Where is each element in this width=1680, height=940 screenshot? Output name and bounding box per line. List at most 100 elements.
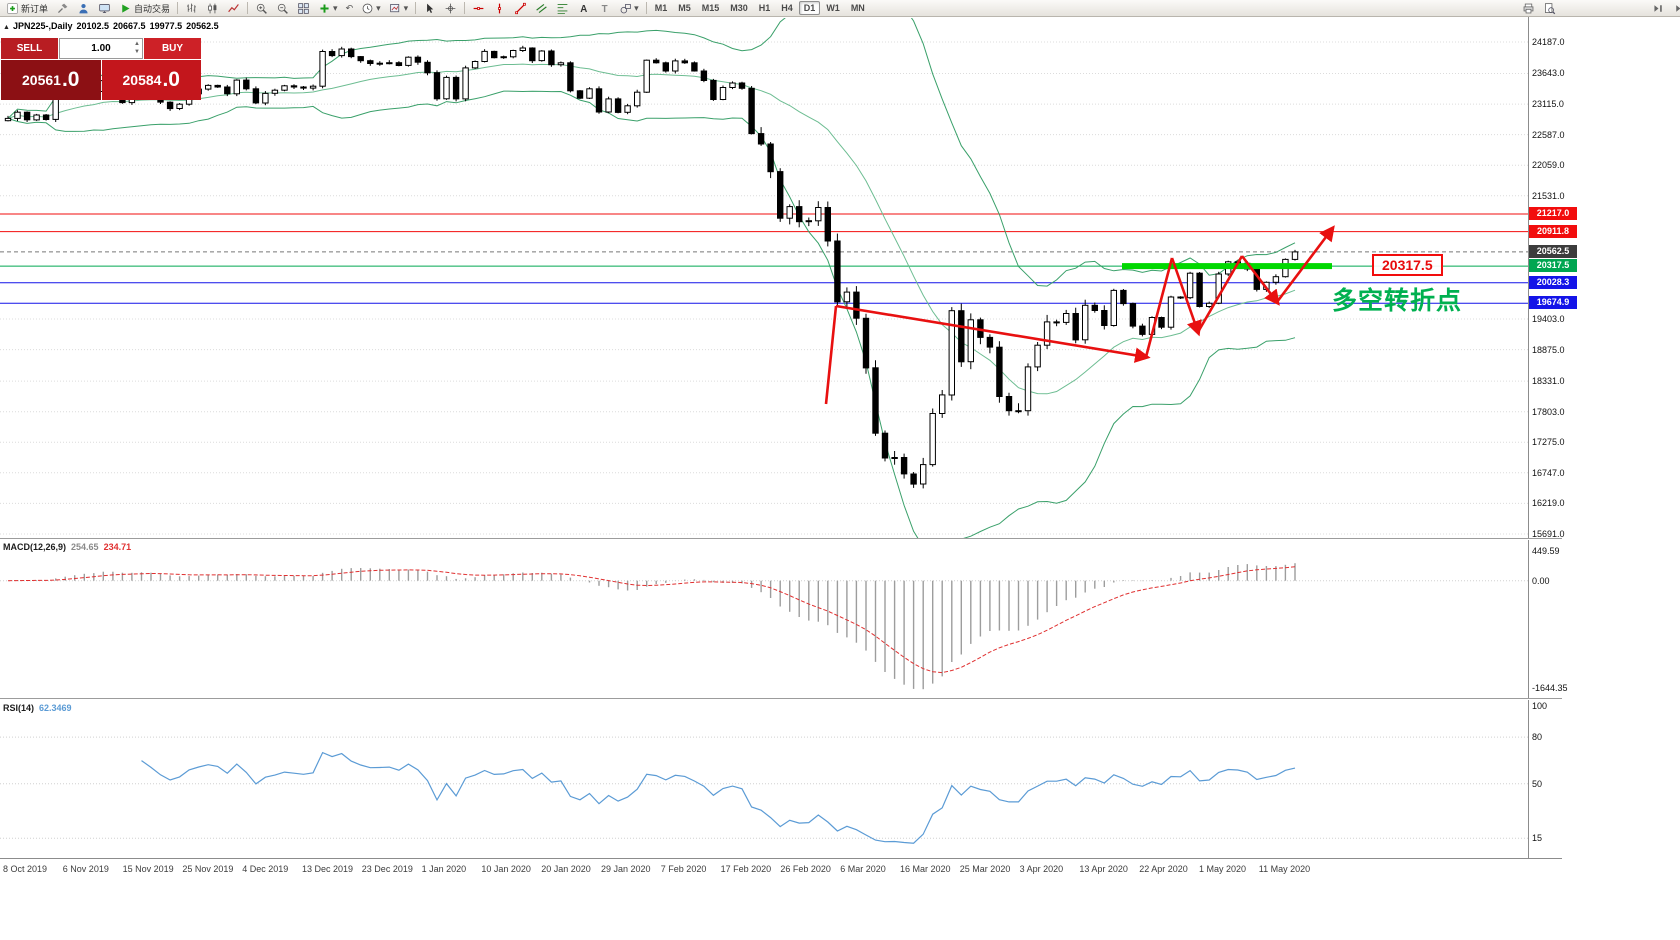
macd-label: MACD(12,26,9) 254.65 234.71 bbox=[3, 542, 132, 552]
price-axis-label: 16219.0 bbox=[1532, 498, 1565, 509]
templates-button[interactable]: ▾ bbox=[385, 1, 413, 16]
indicators-button[interactable]: ▾ bbox=[314, 1, 342, 16]
macd-axis-label: -1644.35 bbox=[1532, 683, 1568, 694]
zoom-in-button[interactable] bbox=[251, 1, 272, 16]
metaeditor-button[interactable] bbox=[52, 1, 73, 16]
date-axis-label: 13 Apr 2020 bbox=[1079, 864, 1128, 874]
price-axis-label: 17803.0 bbox=[1532, 406, 1565, 417]
timeframe-button-m5[interactable]: M5 bbox=[678, 3, 691, 13]
hline-tool-button[interactable] bbox=[468, 1, 489, 16]
search-icon bbox=[1545, 3, 1556, 15]
template-icon bbox=[389, 3, 399, 12]
collapse-panel-icon[interactable]: ▲ bbox=[3, 24, 10, 31]
cursor-button[interactable] bbox=[419, 1, 440, 16]
support-price-callout[interactable]: 20317.5 bbox=[1372, 254, 1443, 276]
price-axis-label: 18875.0 bbox=[1532, 344, 1565, 355]
buy-button[interactable]: BUY bbox=[144, 38, 201, 59]
timeframe-button-h1[interactable]: H1 bbox=[758, 3, 771, 13]
symbol-name: JPN225-,Daily bbox=[12, 21, 73, 31]
time-axis[interactable]: 8 Oct 2019 6 Nov 2019 15 Nov 2019 25 Nov 20… bbox=[0, 858, 1562, 880]
hammer-icon bbox=[57, 3, 68, 13]
play-icon bbox=[122, 3, 130, 13]
timeframe-button-m1[interactable]: M1 bbox=[654, 3, 668, 13]
auto-scroll-button[interactable] bbox=[1648, 1, 1669, 16]
rsi-label: RSI(14) 62.3469 bbox=[3, 703, 72, 713]
price-axis-label: 16747.0 bbox=[1532, 467, 1565, 478]
rsi-axis-label: 15 bbox=[1532, 833, 1543, 844]
price-axis-label: 15691.0 bbox=[1532, 528, 1565, 539]
spinner-up-icon[interactable]: ▲ bbox=[134, 41, 140, 47]
autotrading-button[interactable]: 自动交易 bbox=[115, 1, 174, 16]
timeframe-button-w1[interactable]: W1 bbox=[826, 3, 840, 13]
terminal-button[interactable] bbox=[94, 1, 115, 16]
label-tool-button[interactable]: T bbox=[594, 1, 615, 16]
buy-price-display[interactable]: 20584.0 bbox=[101, 60, 201, 100]
macd-axis-label: 449.59 bbox=[1532, 546, 1560, 557]
toolbar-corner-group bbox=[1648, 1, 1680, 16]
text-tool-button[interactable]: A bbox=[573, 1, 594, 16]
zoom-out-button[interactable] bbox=[272, 1, 293, 16]
toolbar-separator bbox=[415, 2, 417, 14]
price-tag: 19674.9 bbox=[1529, 296, 1577, 310]
price-axis-label: 17275.0 bbox=[1532, 437, 1565, 448]
price-tag: 20911.8 bbox=[1529, 224, 1577, 238]
candlestick-icon bbox=[208, 3, 217, 13]
volume-input[interactable]: 1.00 ▲ ▼ bbox=[59, 38, 143, 59]
print-button[interactable] bbox=[1518, 1, 1539, 16]
vline-tool-button[interactable] bbox=[489, 1, 510, 16]
timeframe-button-m15[interactable]: M15 bbox=[701, 3, 720, 13]
community-button[interactable] bbox=[73, 1, 94, 16]
date-axis-label: 6 Mar 2020 bbox=[840, 864, 886, 874]
rsi-panel-canvas[interactable] bbox=[0, 700, 1528, 858]
timeframe-button-m30[interactable]: M30 bbox=[730, 3, 748, 13]
main-chart-canvas[interactable] bbox=[0, 18, 1528, 538]
trendline-icon bbox=[515, 2, 526, 14]
crosshair-button[interactable] bbox=[440, 1, 461, 16]
timeframe-button-d1[interactable]: D1 bbox=[798, 1, 821, 15]
chart-shift-button[interactable] bbox=[1669, 1, 1680, 16]
fibonacci-tool-button[interactable] bbox=[552, 1, 573, 16]
main-toolbar: 新订单 自动交易 bbox=[0, 0, 1680, 17]
sell-button[interactable]: SELL bbox=[1, 38, 58, 59]
price-axis-label: 18331.0 bbox=[1532, 376, 1565, 387]
trendline-tool-button[interactable] bbox=[510, 1, 531, 16]
turning-point-annotation[interactable]: 多空转折点 bbox=[1332, 287, 1463, 315]
dropdown-icon: ▾ bbox=[403, 2, 409, 13]
line-chart-button[interactable] bbox=[223, 1, 244, 16]
date-axis-label: 7 Feb 2020 bbox=[660, 864, 707, 874]
timeframe-button-h4[interactable]: H4 bbox=[781, 3, 793, 13]
person-icon bbox=[79, 3, 88, 13]
date-axis-label: 4 Dec 2019 bbox=[242, 864, 289, 874]
undo-button[interactable]: ↶ bbox=[342, 1, 358, 16]
new-order-label: 新订单 bbox=[21, 3, 49, 14]
price-tag: 20317.5 bbox=[1529, 259, 1577, 273]
dropdown-icon: ▾ bbox=[376, 2, 381, 13]
panel-splitter[interactable] bbox=[0, 698, 1562, 700]
bar-chart-button[interactable] bbox=[181, 1, 202, 16]
macd-panel-canvas[interactable] bbox=[0, 540, 1528, 698]
rsi-axis-label: 80 bbox=[1532, 732, 1543, 743]
ohlc-open: 20102.5 bbox=[76, 21, 110, 31]
toolbar-separator bbox=[464, 2, 466, 14]
label-icon: T bbox=[602, 3, 608, 14]
toolbar-separator bbox=[645, 2, 647, 14]
shapes-tool-button[interactable]: ▾ bbox=[615, 1, 643, 16]
channel-tool-button[interactable] bbox=[531, 1, 552, 16]
line-chart-icon bbox=[228, 3, 239, 12]
periods-button[interactable]: ▾ bbox=[357, 1, 385, 16]
date-axis-label: 22 Apr 2020 bbox=[1139, 864, 1188, 874]
print-preview-button[interactable] bbox=[1539, 1, 1560, 16]
tile-windows-button[interactable] bbox=[293, 1, 314, 16]
sell-price-display[interactable]: 20561.0 bbox=[1, 60, 101, 100]
candlestick-chart-button[interactable] bbox=[202, 1, 223, 16]
spinner-down-icon[interactable]: ▼ bbox=[134, 49, 140, 55]
price-axis-label: 19403.0 bbox=[1532, 314, 1565, 324]
volume-spinner[interactable]: ▲ ▼ bbox=[134, 40, 140, 56]
timeframe-button-mn[interactable]: MN bbox=[850, 3, 865, 13]
panel-splitter[interactable] bbox=[0, 538, 1562, 540]
new-order-button[interactable]: 新订单 bbox=[2, 1, 52, 16]
fibonacci-icon bbox=[557, 3, 568, 14]
vertical-line-icon bbox=[498, 3, 502, 13]
toolbar-separator bbox=[177, 2, 179, 14]
